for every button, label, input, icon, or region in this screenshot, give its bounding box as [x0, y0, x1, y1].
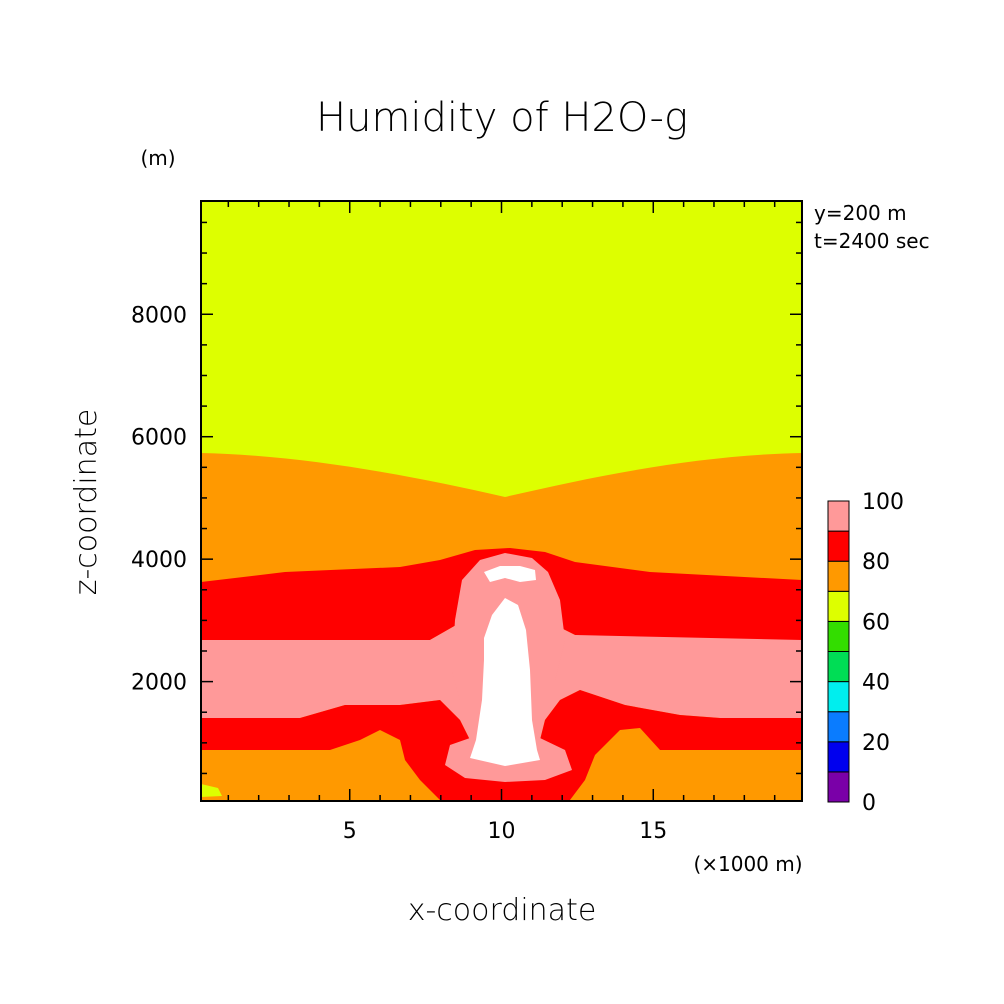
- plot-area: [200, 200, 803, 802]
- colorbar-tick-label: 40: [862, 671, 890, 696]
- colorbar-tick-label: 60: [862, 610, 890, 635]
- y-tick-label: 4000: [131, 548, 187, 573]
- region-surface-yellow: [201, 784, 222, 797]
- annotation-y: y=200 m: [814, 201, 907, 225]
- y-tick-label: 8000: [131, 303, 187, 328]
- x-tick-label: 10: [488, 819, 516, 844]
- colorbar-swatch: [827, 651, 850, 683]
- chart-title: Humidity of H2O-g: [316, 95, 688, 141]
- colorbar-swatch: [827, 681, 850, 713]
- colorbar-swatch: [827, 590, 850, 622]
- x-axis-label: x-coordinate: [408, 893, 597, 928]
- colorbar-swatch: [827, 530, 850, 562]
- region-saturated-top: [484, 566, 536, 582]
- y-tick-label: 6000: [131, 426, 187, 451]
- colorbar-swatch: [827, 711, 850, 743]
- colorbar-tick-label: 80: [862, 550, 890, 575]
- y-unit-label: (m): [140, 146, 175, 170]
- colorbar-tick-label: 100: [862, 490, 904, 515]
- colorbar-tick-label: 0: [862, 791, 876, 816]
- colorbar-swatch: [827, 560, 850, 592]
- x-ticks: 5 10 15: [227, 201, 776, 844]
- annotation-t: t=2400 sec: [814, 229, 930, 253]
- colorbar-swatch: [827, 741, 850, 773]
- colorbar-swatch: [827, 620, 850, 653]
- colorbar-swatch: [827, 771, 850, 803]
- x-tick-label: 15: [639, 819, 667, 844]
- colorbar: 0 20 40 60 80 100: [827, 490, 904, 816]
- y-tick-label: 2000: [131, 671, 187, 696]
- x-unit-label: (×1000 m): [693, 852, 802, 876]
- x-tick-label: 5: [343, 819, 357, 844]
- y-axis-label: z-coordinate: [69, 409, 104, 596]
- y-ticks: 2000 4000 6000 8000: [131, 221, 802, 775]
- colorbar-swatch: [827, 500, 850, 532]
- colorbar-tick-label: 20: [862, 731, 890, 756]
- region-saturated-core: [470, 598, 540, 766]
